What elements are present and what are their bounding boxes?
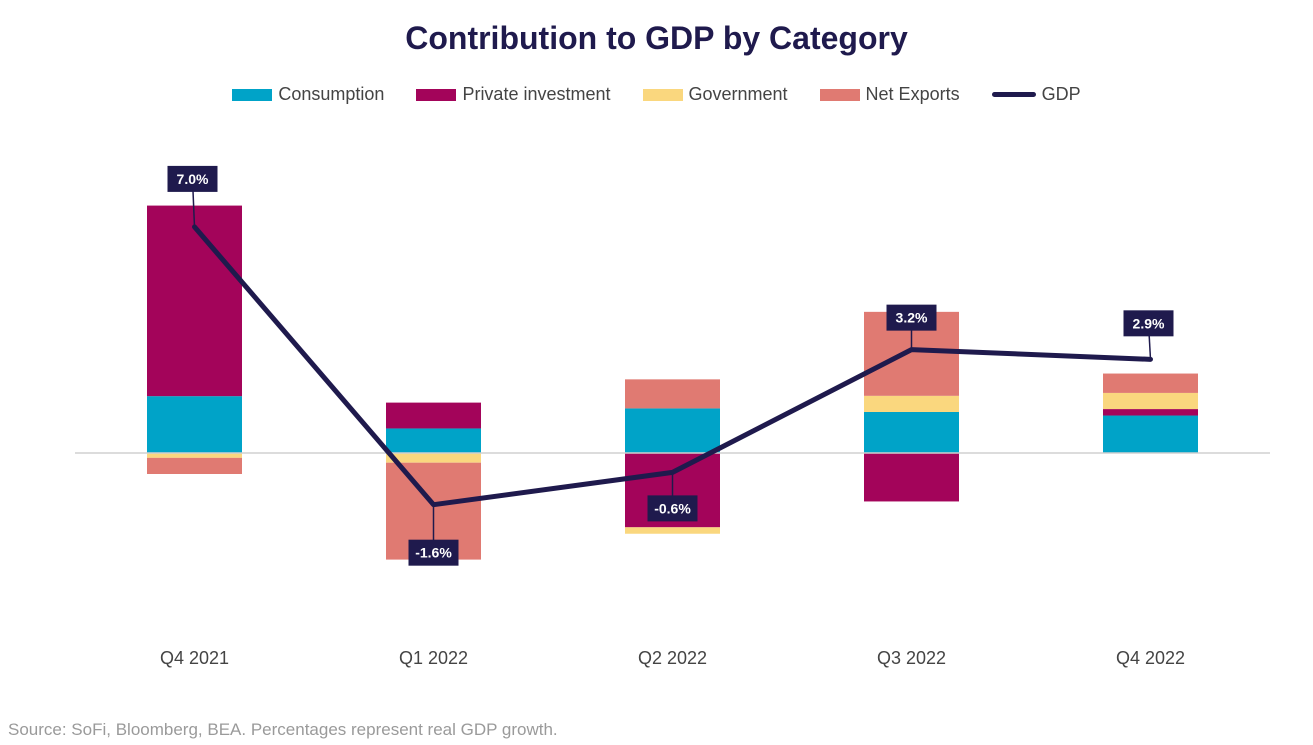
legend-item-government: Government bbox=[642, 84, 788, 105]
source-note: Source: SoFi, Bloomberg, BEA. Percentage… bbox=[8, 720, 558, 739]
bar-private-investment-q4-2022 bbox=[1103, 409, 1198, 416]
bar-consumption-q3-2022 bbox=[864, 411, 959, 453]
gdp-label-box-q1-2022 bbox=[408, 539, 459, 566]
bar-private-investment-q4-2021 bbox=[147, 205, 242, 397]
gdp-label-box-q2-2022 bbox=[647, 495, 698, 522]
x-tick-label-q3-2022: Q3 2022 bbox=[877, 648, 946, 668]
legend-label-gdp: GDP bbox=[1041, 84, 1081, 104]
bar-private-investment-q1-2022 bbox=[386, 402, 481, 429]
legend-item-consumption: Consumption bbox=[232, 84, 384, 105]
chart-plot: 7.0% -1.6% -0.6% 3.2% 2.9% Q4 2021 Q1 2022 Q2 2… bbox=[75, 165, 1270, 668]
gdp-data-label-q1-2022: -1.6% bbox=[415, 545, 452, 561]
x-tick-label-q4-2022: Q4 2022 bbox=[1116, 648, 1185, 668]
x-tick-label-q2-2022: Q2 2022 bbox=[638, 648, 707, 668]
legend-swatch-net-exports bbox=[819, 88, 860, 101]
bar-private-investment-q3-2022 bbox=[864, 453, 959, 502]
legend-label-net-exports: Net Exports bbox=[865, 84, 960, 104]
gdp-data-label-q4-2022: 2.9% bbox=[1133, 315, 1165, 331]
bar-government-q1-2022 bbox=[386, 453, 481, 463]
bar-net-exports-q4-2021 bbox=[147, 457, 242, 474]
legend-label-consumption: Consumption bbox=[278, 84, 385, 104]
bar-consumption-q4-2021 bbox=[147, 396, 242, 453]
legend-label-private-investment: Private investment bbox=[462, 84, 611, 104]
bar-government-q4-2021 bbox=[147, 453, 242, 458]
chart-title: Contribution to GDP by Category bbox=[405, 20, 908, 56]
legend: Consumption Private investment Governmen… bbox=[0, 84, 1313, 105]
bar-net-exports-q4-2022 bbox=[1103, 373, 1198, 393]
legend-swatch-consumption bbox=[232, 88, 273, 101]
bar-government-q4-2022 bbox=[1103, 392, 1198, 410]
gdp-data-label-q4-2021: 7.0% bbox=[177, 171, 209, 187]
bar-net-exports-q2-2022 bbox=[625, 379, 720, 409]
gdp-label-box-q4-2022 bbox=[1123, 310, 1174, 337]
gdp-label-box-q4-2021 bbox=[167, 165, 218, 192]
legend-label-government: Government bbox=[688, 84, 788, 104]
legend-item-net-exports: Net Exports bbox=[819, 84, 960, 105]
gdp-label-box-q3-2022 bbox=[886, 304, 937, 331]
bar-government-q3-2022 bbox=[864, 395, 959, 412]
legend-item-private-investment: Private investment bbox=[416, 84, 611, 105]
legend-item-gdp: GDP bbox=[991, 84, 1081, 105]
legend-swatch-government bbox=[642, 88, 683, 101]
x-tick-label-q1-2022: Q1 2022 bbox=[399, 648, 468, 668]
legend-swatch-gdp bbox=[991, 92, 1036, 97]
bar-consumption-q4-2022 bbox=[1103, 415, 1198, 453]
gdp-data-label-q3-2022: 3.2% bbox=[896, 310, 928, 326]
legend-swatch-private-investment bbox=[416, 88, 457, 101]
bar-consumption-q1-2022 bbox=[386, 428, 481, 453]
x-tick-label-q4-2021: Q4 2021 bbox=[160, 648, 229, 668]
bar-government-q2-2022 bbox=[625, 527, 720, 534]
bar-consumption-q2-2022 bbox=[625, 408, 720, 453]
gdp-data-label-q2-2022: -0.6% bbox=[654, 500, 691, 516]
